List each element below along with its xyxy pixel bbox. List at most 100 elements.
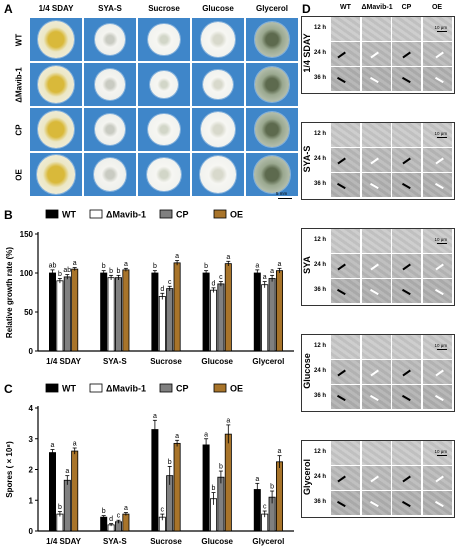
micro-group-label: SYA — [302, 256, 312, 274]
micro-time-label: 24 h — [314, 262, 327, 268]
growth-legend-label-3: OE — [230, 210, 243, 220]
spores-legend-label-2: CP — [176, 384, 189, 394]
micro-scale-bar — [436, 243, 447, 244]
spores-legend-swatch-3 — [213, 383, 227, 393]
spores-bar-glucose-3 — [224, 433, 232, 532]
colony-plate-mavib-1-sya-s — [84, 63, 136, 106]
micrograph-sya-s-cp-36-h — [392, 173, 421, 197]
growth-ytick-label: 0 — [29, 347, 34, 356]
micrograph-1-4-sday-mavib-1-12-h — [361, 17, 391, 41]
arrow-icon — [402, 394, 411, 401]
colony — [200, 22, 236, 57]
micro-time-label: 24 h — [314, 156, 327, 162]
micro-group-label: Glucose — [302, 353, 312, 389]
micrograph-1-4-sday-cp-24-h — [392, 42, 421, 66]
spores-bar-1-4-sday-0 — [49, 452, 57, 532]
plate-col-sya-s: SYA-S — [98, 4, 122, 13]
growth-bar-sya-s-0 — [100, 272, 108, 352]
micrograph-sya-oe-12-h — [422, 229, 452, 253]
spores-sig-letter: b — [102, 508, 106, 515]
colony — [94, 114, 126, 145]
arrow-icon — [402, 288, 411, 295]
growth-sig-letter: a — [73, 260, 77, 267]
micro-time-label: 12 h — [314, 25, 327, 31]
spores-sig-letter: a — [278, 448, 282, 455]
colony-plate-cp-glucose — [192, 108, 244, 151]
colony-plate-oe-glycerol — [246, 153, 298, 196]
growth-sig-letter: b — [117, 268, 121, 275]
micrograph-glucose-wt-12-h — [331, 335, 360, 359]
micrograph-1-4-sday-oe-36-h — [422, 67, 452, 91]
micrograph-glycerol-wt-36-h — [331, 491, 360, 515]
spores-sig-letter: a — [73, 440, 77, 447]
micro-scale-bar — [436, 349, 447, 350]
colony — [37, 111, 75, 148]
growth-bar-sucrose-2 — [166, 288, 174, 352]
spores-sig-letter: a — [226, 417, 230, 424]
micro-scale-label: 10 μm — [434, 25, 448, 30]
arrow-icon — [369, 394, 379, 401]
micrograph-glucose-oe-24-h — [422, 360, 452, 384]
colony-plate-mavib-1-sucrose — [138, 63, 190, 106]
micrograph-1-4-sday-cp-12-h — [392, 17, 421, 41]
micrograph-sya-oe-36-h — [422, 279, 452, 303]
micrograph-sya-mavib-1-24-h — [361, 254, 391, 278]
micrograph-sya-cp-24-h — [392, 254, 421, 278]
micrograph-glucose-oe-12-h — [422, 335, 452, 359]
growth-legend-label-1: ΔMavib-1 — [106, 210, 146, 220]
micrograph-sya-s-mavib-1-24-h — [361, 148, 391, 172]
growth-sig-letter: a — [278, 261, 282, 268]
colony-plate-oe-sya-s — [84, 153, 136, 196]
colony — [199, 156, 237, 193]
growth-bar-sya-s-3 — [122, 269, 130, 352]
growth-category-glucose: Glucose — [201, 357, 233, 366]
micrograph-1-4-sday-wt-12-h — [331, 17, 360, 41]
arrow-icon — [434, 51, 444, 58]
micrograph-sya-s-wt-12-h — [331, 123, 360, 147]
arrow-icon — [369, 369, 379, 376]
micro-time-label: 12 h — [314, 449, 327, 455]
plate-scale-bar — [278, 198, 292, 199]
growth-sig-letter: a — [270, 268, 274, 275]
micrograph-1-4-sday-cp-36-h — [392, 67, 421, 91]
micrograph-sya-wt-36-h — [331, 279, 360, 303]
spores-sig-letter: b — [270, 484, 274, 491]
growth-legend-label-2: CP — [176, 210, 189, 220]
spores-sig-letter: b — [168, 459, 172, 466]
arrow-icon — [337, 76, 346, 83]
micro-time-label: 36 h — [314, 393, 327, 399]
colony — [37, 66, 75, 103]
panel-a-letter: A — [4, 2, 13, 16]
spores-category-1-4-sday: 1/4 SDAY — [46, 537, 82, 546]
spores-sig-letter: c — [117, 513, 121, 520]
panel-c-letter: C — [4, 382, 13, 396]
arrow-icon — [434, 263, 444, 270]
spores-ytick-label: 3 — [29, 435, 34, 444]
growth-bar-1-4-sday-1 — [56, 280, 64, 352]
micrograph-sya-s-wt-24-h — [331, 148, 360, 172]
colony-plate-wt-sya-s — [84, 18, 136, 61]
micrograph-sya-s-wt-36-h — [331, 173, 360, 197]
spores-sig-letter: a — [51, 442, 55, 449]
arrow-icon — [434, 500, 444, 507]
micrograph-glycerol-cp-24-h — [392, 466, 421, 490]
arrow-icon — [402, 157, 411, 164]
arrow-icon — [369, 76, 379, 83]
plate-col-1-4-sday: 1/4 SDAY — [38, 4, 74, 13]
micrograph-glycerol-cp-36-h — [392, 491, 421, 515]
growth-bar-1-4-sday-3 — [71, 268, 79, 352]
arrow-icon — [434, 182, 444, 189]
micrograph-glycerol-mavib-1-12-h — [361, 441, 391, 465]
micrograph-glucose-mavib-1-36-h — [361, 385, 391, 409]
micrograph-glycerol-mavib-1-36-h — [361, 491, 391, 515]
growth-ytick-label: 100 — [20, 269, 34, 278]
arrow-icon — [337, 182, 346, 189]
spores-sig-letter: c — [161, 507, 165, 514]
plate-col-glucose: Glucose — [202, 4, 234, 13]
colony — [148, 113, 180, 146]
micro-group-label: SYA-S — [302, 145, 312, 173]
growth-sig-letter: b — [58, 271, 62, 278]
micro-time-label: 36 h — [314, 287, 327, 293]
arrow-icon — [402, 369, 411, 376]
plate-col-glycerol: Glycerol — [255, 4, 288, 13]
